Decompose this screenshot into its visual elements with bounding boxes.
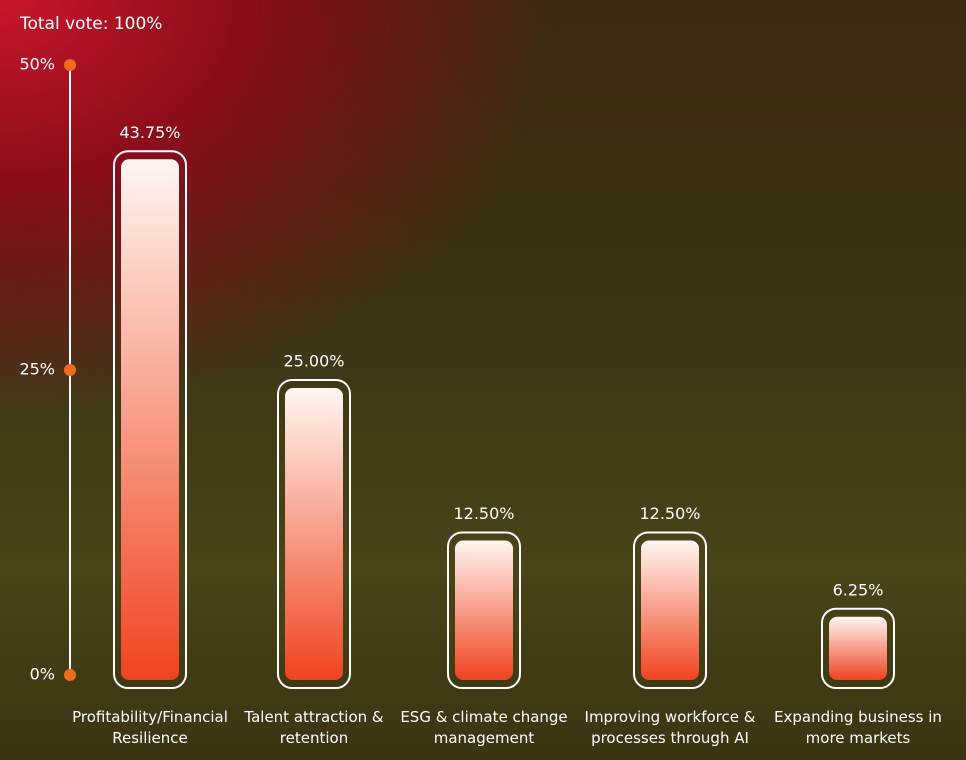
y-tick-dot	[64, 669, 76, 681]
value-label: 12.50%	[639, 504, 700, 523]
bar-frame	[633, 531, 707, 689]
bar	[455, 540, 513, 680]
bar	[829, 616, 887, 680]
value-label: 25.00%	[283, 352, 344, 371]
bar	[641, 540, 699, 680]
x-tick-label: Expanding business in more markets	[774, 708, 942, 747]
chart-title: Total vote: 100%	[19, 14, 162, 34]
x-tick-label: ESG & climate change management	[400, 708, 568, 747]
bar	[121, 159, 179, 680]
value-label: 43.75%	[119, 123, 180, 142]
bar-frame	[447, 531, 521, 689]
value-label: 12.50%	[453, 504, 514, 523]
value-label: 6.25%	[833, 580, 884, 599]
x-tick-label: Talent attraction & retention	[244, 708, 384, 747]
y-tick-dot	[64, 364, 76, 376]
y-tick-dot	[64, 59, 76, 71]
bar-frame	[821, 607, 895, 689]
y-tick-label: 50%	[19, 55, 55, 74]
y-tick-label: 25%	[19, 360, 55, 379]
x-tick-label: Profitability/Financial Resilience	[72, 708, 228, 747]
y-tick-label: 0%	[30, 665, 55, 684]
bar	[285, 388, 343, 680]
bar-frame	[277, 379, 351, 689]
x-tick-label: Improving workforce & processes through …	[584, 708, 756, 747]
bar-frame	[113, 150, 187, 689]
